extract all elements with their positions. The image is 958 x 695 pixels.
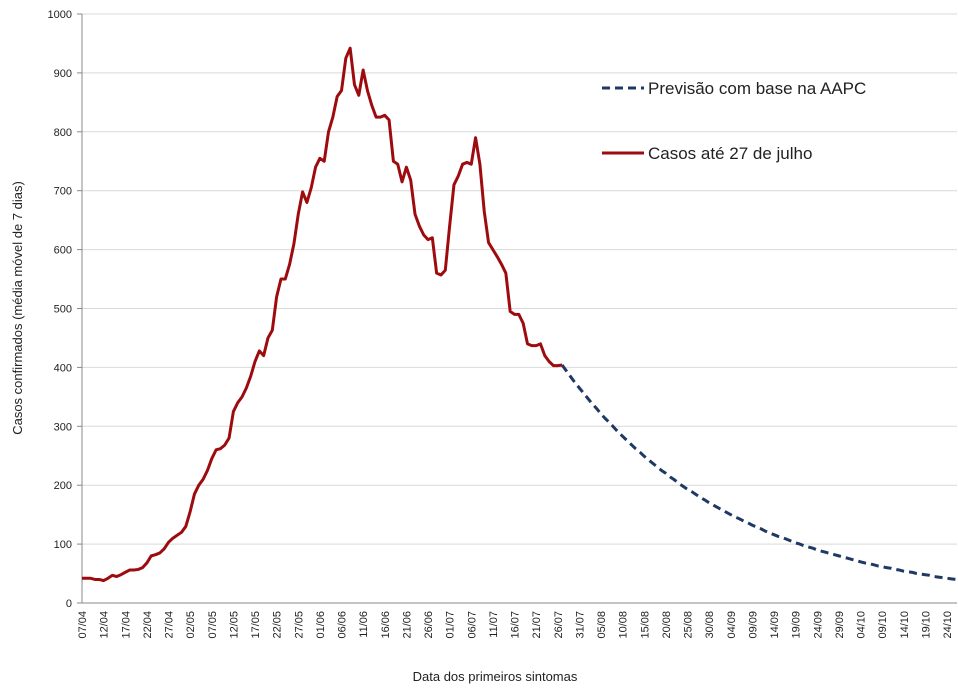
x-tick-label: 16/06 [380, 611, 392, 639]
y-tick-label: 900 [54, 68, 72, 80]
x-tick-label: 14/09 [769, 611, 781, 639]
x-tick-label: 16/07 [510, 611, 522, 639]
x-tick-label: 05/08 [596, 611, 608, 639]
series-line [82, 46, 563, 583]
x-tick-label: 14/10 [899, 611, 911, 639]
x-tick-label: 22/05 [272, 611, 284, 639]
y-tick-label: 200 [54, 480, 72, 492]
x-tick-label: 30/08 [704, 611, 716, 639]
y-tick-label: 1000 [48, 9, 72, 21]
x-tick-label: 07/04 [77, 611, 89, 639]
x-tick-label: 24/10 [942, 611, 954, 639]
x-tick-label: 19/10 [920, 611, 932, 639]
x-tick-label: 17/04 [120, 611, 132, 639]
x-tick-label: 07/05 [207, 611, 219, 639]
legend-label: Casos até 27 de julho [648, 144, 812, 163]
x-tick-label: 09/09 [747, 611, 759, 639]
y-tick-label: 600 [54, 245, 72, 257]
x-tick-label: 27/05 [293, 611, 305, 639]
x-tick-label: 11/07 [488, 611, 500, 638]
x-tick-label: 19/09 [791, 611, 803, 639]
x-tick-label: 10/08 [618, 611, 630, 639]
x-tick-label: 11/06 [358, 611, 370, 638]
x-tick-label: 26/07 [553, 611, 565, 639]
x-tick-label: 06/07 [466, 611, 478, 639]
x-tick-label: 02/05 [185, 611, 197, 639]
series-line [560, 364, 956, 581]
y-tick-label: 700 [54, 186, 72, 198]
x-tick-label: 04/10 [856, 611, 868, 639]
x-tick-label: 20/08 [661, 611, 673, 639]
x-tick-label: 06/06 [337, 611, 349, 639]
x-tick-label: 31/07 [574, 611, 586, 639]
x-tick-label: 12/05 [228, 611, 240, 639]
legend-label: Previsão com base na AAPC [648, 79, 866, 98]
x-tick-label: 26/06 [423, 611, 435, 639]
x-tick-label: 21/06 [401, 611, 413, 639]
y-tick-label: 400 [54, 362, 72, 374]
x-tick-label: 01/06 [315, 611, 327, 639]
x-tick-label: 25/08 [683, 611, 695, 639]
y-tick-label: 300 [54, 421, 72, 433]
x-tick-label: 27/04 [164, 611, 176, 639]
x-tick-label: 24/09 [812, 611, 824, 639]
x-axis-label: Data dos primeiros sintomas [413, 669, 578, 684]
y-tick-label: 100 [54, 539, 72, 551]
x-tick-label: 04/09 [726, 611, 738, 639]
x-tick-label: 12/04 [99, 611, 111, 639]
x-tick-label: 09/10 [877, 611, 889, 639]
x-tick-label: 22/04 [142, 611, 154, 639]
y-tick-label: 0 [66, 598, 72, 610]
x-tick-label: 01/07 [445, 611, 457, 639]
y-tick-label: 500 [54, 304, 72, 316]
x-tick-label: 21/07 [531, 611, 543, 639]
x-tick-label: 29/09 [834, 611, 846, 639]
x-tick-label: 17/05 [250, 611, 262, 639]
y-tick-label: 800 [54, 127, 72, 139]
x-tick-label: 15/08 [639, 611, 651, 639]
y-axis-label: Casos confirmados (média móvel de 7 dias… [10, 181, 25, 435]
